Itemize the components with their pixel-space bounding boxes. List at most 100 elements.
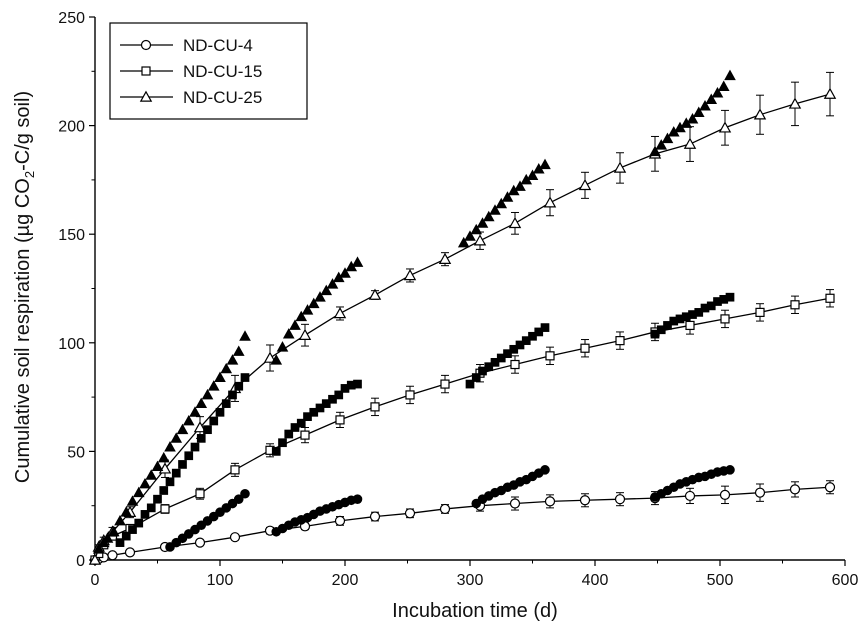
data-point <box>190 442 200 452</box>
data-point <box>176 423 189 435</box>
data-point <box>465 379 475 389</box>
data-point <box>124 547 136 558</box>
y-tick-label: 250 <box>58 10 85 27</box>
data-point <box>578 178 592 191</box>
data-point <box>153 494 162 504</box>
data-point <box>229 532 241 543</box>
data-point <box>270 354 283 365</box>
data-point <box>164 441 176 452</box>
data-point <box>314 291 326 302</box>
legend-label: ND-CU-4 <box>183 36 253 55</box>
data-point <box>405 390 415 400</box>
data-point <box>471 373 481 382</box>
data-point <box>88 553 102 565</box>
data-point <box>368 288 382 300</box>
data-point <box>403 269 417 281</box>
data-point <box>510 359 520 370</box>
data-point <box>203 425 212 435</box>
data-point <box>457 236 470 248</box>
data-point <box>278 438 287 448</box>
data-point <box>184 451 194 461</box>
data-point <box>720 314 730 324</box>
data-point <box>193 421 207 433</box>
data-point <box>370 402 380 412</box>
data-point <box>369 511 381 522</box>
data-point <box>790 300 800 310</box>
data-point <box>351 256 364 267</box>
legend: ND-CU-4 ND-CU-15 ND-CU-25 <box>109 22 308 120</box>
data-point <box>753 108 767 120</box>
data-point <box>214 371 226 382</box>
data-point <box>92 543 105 554</box>
data-point <box>718 121 732 133</box>
y-tick-label: 100 <box>58 336 85 353</box>
data-point <box>215 407 225 417</box>
data-point <box>234 381 244 391</box>
data-point <box>171 468 181 478</box>
legend-label: ND-CU-25 <box>183 88 262 107</box>
x-tick-label: 400 <box>582 572 609 589</box>
data-point <box>207 380 220 391</box>
data-point <box>501 191 514 202</box>
data-point <box>724 69 736 81</box>
data-point <box>579 495 591 506</box>
data-point <box>825 293 835 303</box>
data-point <box>495 197 508 209</box>
data-point <box>239 330 251 341</box>
data-point <box>240 488 250 499</box>
data-point <box>240 373 250 382</box>
data-point <box>333 307 347 319</box>
data-point <box>464 230 476 241</box>
data-point <box>230 465 240 475</box>
data-point <box>339 267 351 278</box>
axes: 0 100 200 300 400 500 600 0 50 100 150 200 250 <box>58 10 858 589</box>
data-point <box>789 484 801 495</box>
y-axis-title: Cumulative soil respiration (µg CO2-C/g … <box>12 91 37 483</box>
data-point <box>540 323 550 332</box>
data-point <box>157 451 170 463</box>
y-axis-title-part-2: -C/g soil) <box>12 91 34 171</box>
data-point <box>334 515 346 527</box>
data-point <box>296 418 306 428</box>
data-point <box>140 510 150 519</box>
data-point <box>649 145 661 157</box>
data-point <box>545 351 555 361</box>
data-point <box>526 169 539 180</box>
series-4 <box>115 292 735 547</box>
data-point <box>263 351 277 363</box>
data-point <box>182 414 195 426</box>
data-point <box>615 336 625 346</box>
data-point <box>101 532 114 543</box>
legend-item: ND-CU-4 <box>120 36 253 55</box>
data-point <box>178 460 187 469</box>
legend-item: ND-CU-25 <box>120 88 262 107</box>
y-tick-label: 50 <box>67 444 85 461</box>
data-point <box>683 137 697 149</box>
data-point <box>300 430 310 440</box>
series-5 <box>92 69 736 554</box>
data-point <box>195 397 208 409</box>
data-point <box>107 525 120 537</box>
data-point <box>686 113 699 124</box>
data-point <box>276 341 289 352</box>
y-axis-title-part-1: Cumulative soil respiration (µg CO <box>12 178 34 483</box>
data-point <box>301 304 314 315</box>
data-point <box>823 87 837 99</box>
data-point <box>544 496 556 507</box>
x-tick-label: 200 <box>332 572 359 589</box>
data-point <box>307 297 320 309</box>
data-point <box>661 132 674 144</box>
data-point <box>132 486 145 498</box>
data-point <box>107 550 118 561</box>
data-point <box>120 506 133 517</box>
data-point <box>614 494 626 505</box>
y-axis-title-subscript: 2 <box>22 171 37 178</box>
data-point <box>121 531 131 541</box>
data-point <box>334 390 344 400</box>
data-point <box>295 310 308 322</box>
data-point <box>209 416 219 426</box>
data-point <box>226 354 239 365</box>
data-point <box>196 434 206 443</box>
